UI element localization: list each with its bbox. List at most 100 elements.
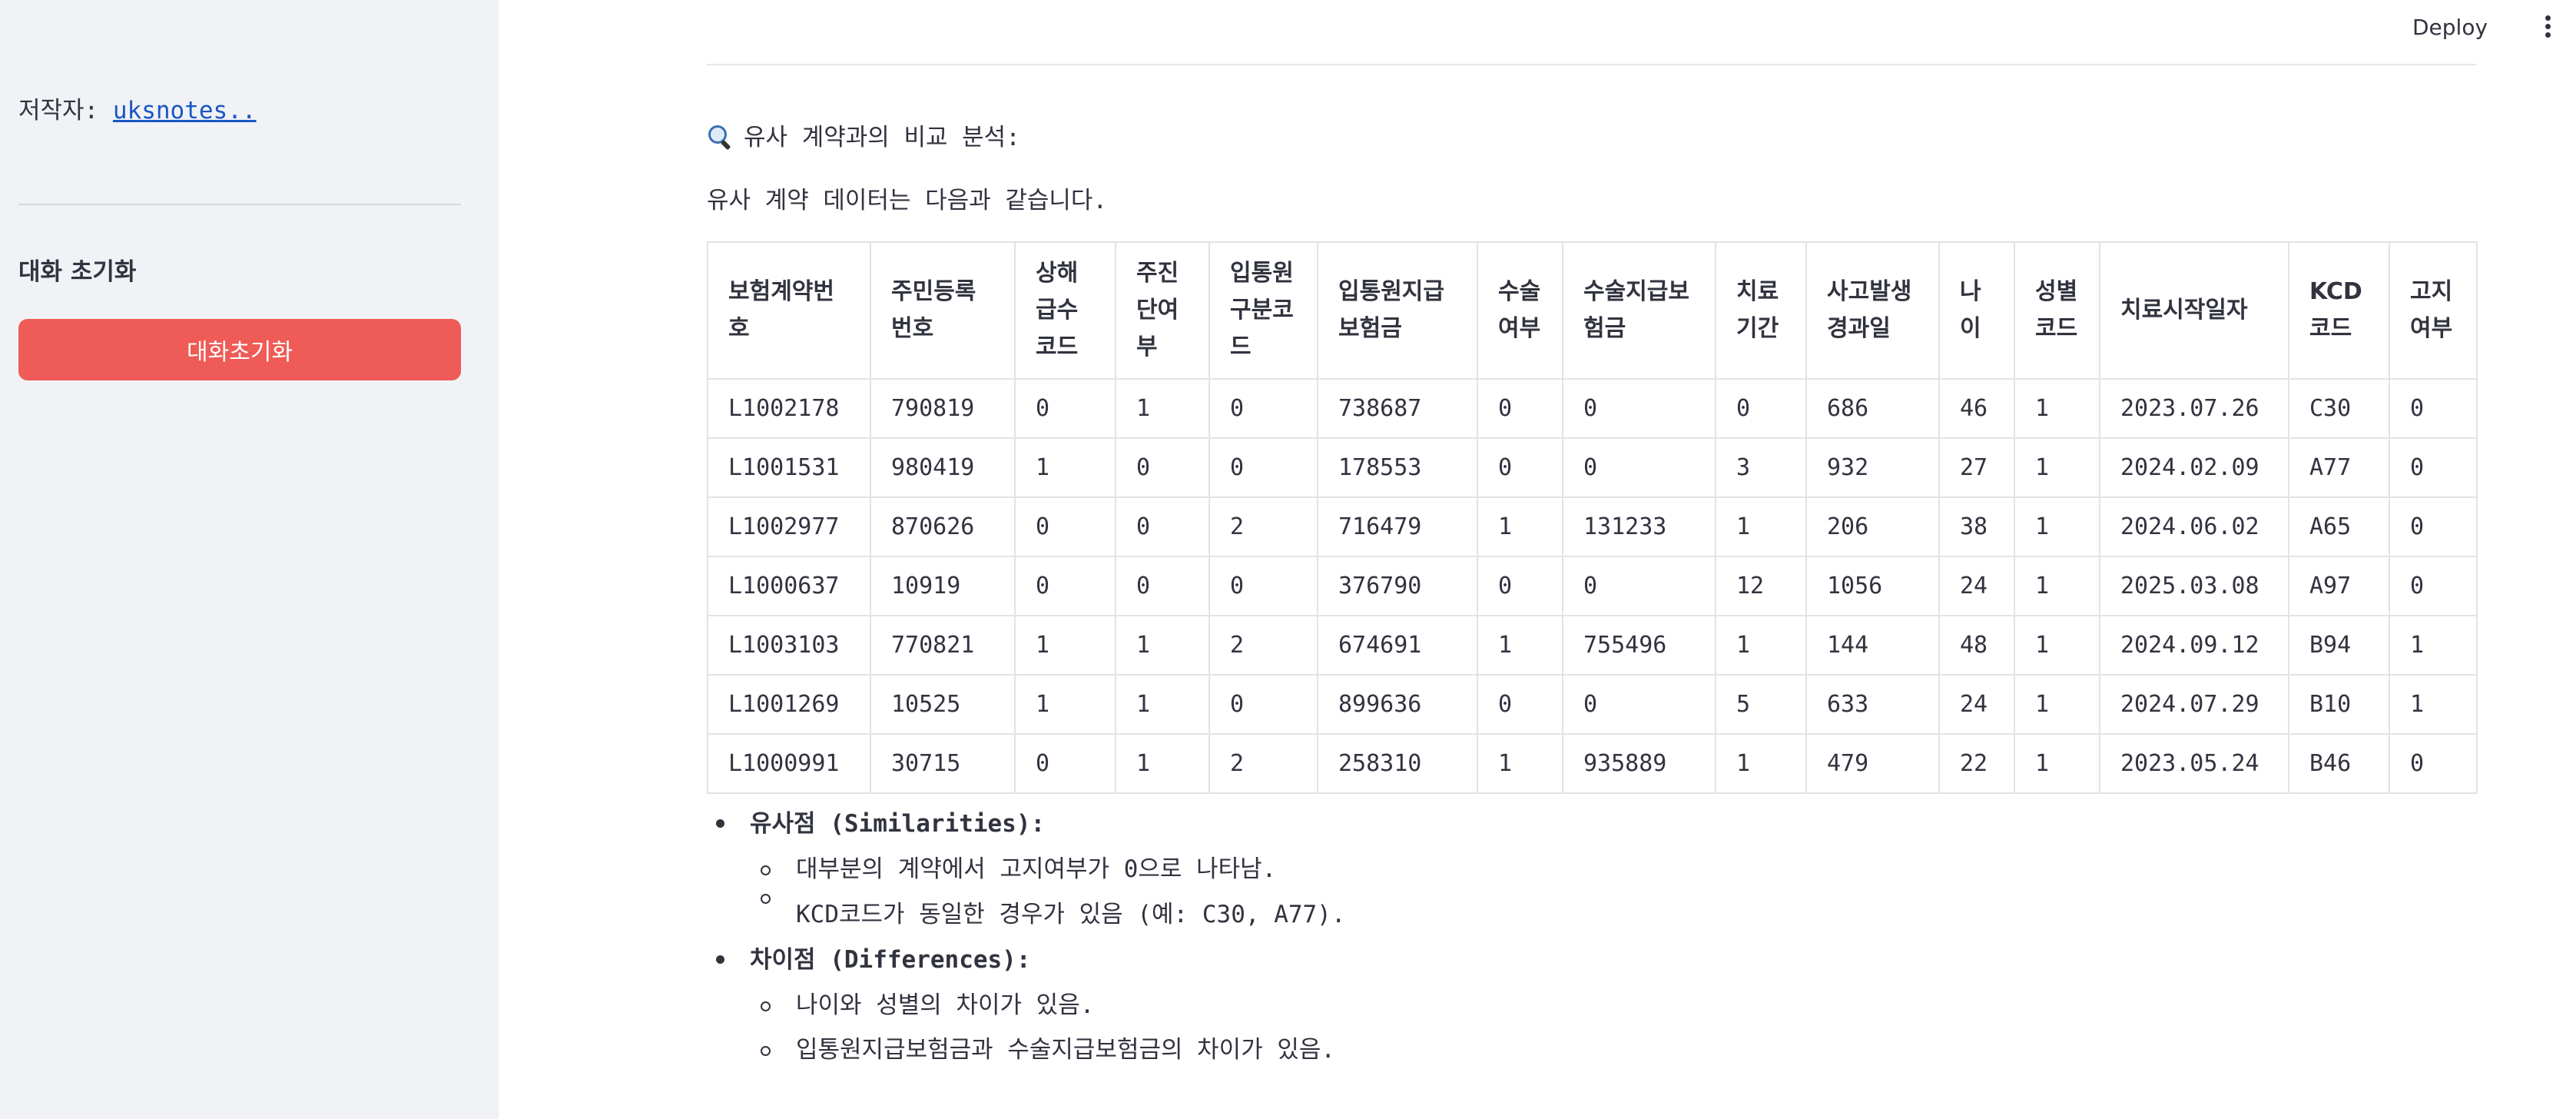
table-cell: 27 <box>1938 437 2015 498</box>
table-cell: 479 <box>1805 733 1940 794</box>
deploy-button[interactable]: Deploy <box>2412 15 2488 40</box>
similarities-heading: 유사점 (Similarities): <box>750 810 1046 838</box>
table-cell: 1 <box>1477 733 1563 794</box>
table-cell: 0 <box>1477 378 1563 439</box>
table-cell: B94 <box>2288 615 2390 676</box>
table-cell: 0 <box>2389 733 2478 794</box>
table-cell: L1003103 <box>707 615 871 676</box>
author-label: 저작자: <box>18 97 99 125</box>
column-header: 사고발생경과일 <box>1805 241 1940 380</box>
bullet-dot <box>716 819 724 828</box>
table-cell: 2023.07.26 <box>2099 378 2289 439</box>
kebab-menu-icon[interactable] <box>2543 15 2552 42</box>
sub-bullet-circle <box>761 1001 771 1011</box>
table-cell: 1 <box>2014 378 2100 439</box>
analysis-title: 유사 계약과의 비교 분석: <box>707 114 1020 161</box>
table-cell: 1 <box>1115 378 1210 439</box>
table-cell: 144 <box>1805 615 1940 676</box>
table-cell: 24 <box>1938 556 2015 616</box>
table-cell: 0 <box>1715 378 1807 439</box>
table-row: L1001269 10525 1 1 0 899636 0 0 5 633 24 1 2024.07.2… <box>707 674 2478 735</box>
table-cell: L1000991 <box>707 733 871 794</box>
table-cell: 0 <box>1014 556 1116 616</box>
table-cell: B46 <box>2288 733 2390 794</box>
table-cell: 30715 <box>870 733 1016 794</box>
author-link[interactable]: uksnotes.. <box>112 97 257 125</box>
table-cell: 0 <box>1115 556 1210 616</box>
table-cell: 1 <box>2014 556 2100 616</box>
table-cell: 0 <box>1477 437 1563 498</box>
table-cell: 0 <box>1014 733 1116 794</box>
table-cell: 0 <box>1477 674 1563 735</box>
list-item: 나이와 성별의 차이가 있음. <box>796 991 1095 1019</box>
table-row: L1000637 10919 0 0 0 376790 0 0 12 1056 24 1 2025.03… <box>707 556 2478 616</box>
similar-contracts-table: 보험계약번호 주민등록번호 상해급수코드 주진단여부 입통원구분코드 입통원지급… <box>707 241 2478 794</box>
column-header: 주진단여부 <box>1115 241 1210 380</box>
table-cell: L1000637 <box>707 556 871 616</box>
table-cell: 0 <box>1208 556 1318 616</box>
table-cell: 790819 <box>870 378 1016 439</box>
table-cell: 633 <box>1805 674 1940 735</box>
table-cell: 1 <box>1115 733 1210 794</box>
table-row: L1003103 770821 1 1 2 674691 1 755496 1 144 48 1 202… <box>707 615 2478 676</box>
analysis-title-text: 유사 계약과의 비교 분석: <box>744 124 1020 151</box>
table-cell: 2 <box>1208 733 1318 794</box>
table-cell: 1 <box>2389 615 2478 676</box>
column-header: 보험계약번호 <box>707 241 871 380</box>
table-header-row: 보험계약번호 주민등록번호 상해급수코드 주진단여부 입통원구분코드 입통원지급… <box>707 241 2478 380</box>
table-cell: 2024.07.29 <box>2099 674 2289 735</box>
table-cell: 770821 <box>870 615 1016 676</box>
table-cell: 1 <box>1477 496 1563 557</box>
table-cell: 0 <box>2389 556 2478 616</box>
table-cell: 0 <box>2389 437 2478 498</box>
author-line: 저작자: uksnotes.. <box>18 94 257 128</box>
content-divider <box>707 64 2476 65</box>
reset-chat-button[interactable]: 대화초기화 <box>18 319 461 380</box>
table-cell: 3 <box>1715 437 1807 498</box>
table-cell: 48 <box>1938 615 2015 676</box>
column-header: 나이 <box>1938 241 2015 380</box>
table-cell: 22 <box>1938 733 2015 794</box>
column-header: 치료시작일자 <box>2099 241 2289 380</box>
table-cell: 2 <box>1208 615 1318 676</box>
table-cell: C30 <box>2288 378 2390 439</box>
table-cell: 2024.06.02 <box>2099 496 2289 557</box>
table-cell: 1 <box>1115 615 1210 676</box>
table-cell: 24 <box>1938 674 2015 735</box>
table-cell: 1 <box>1014 674 1116 735</box>
table-cell: 870626 <box>870 496 1016 557</box>
table-cell: 0 <box>1115 496 1210 557</box>
table-row: L1000991 30715 0 1 2 258310 1 935889 1 479 22 1 2023… <box>707 733 2478 794</box>
column-header: 주민등록번호 <box>870 241 1016 380</box>
table-cell: 12 <box>1715 556 1807 616</box>
table-row: L1001531 980419 1 0 0 178553 0 0 3 932 27 1 2024.02.… <box>707 437 2478 498</box>
table-cell: 206 <box>1805 496 1940 557</box>
table-cell: 10919 <box>870 556 1016 616</box>
table-cell: 1 <box>1014 437 1116 498</box>
table-cell: 0 <box>2389 496 2478 557</box>
table-cell: 46 <box>1938 378 2015 439</box>
table-cell: 1 <box>1477 615 1563 676</box>
table-cell: 0 <box>1562 674 1716 735</box>
table-row: L1002178 790819 0 1 0 738687 0 0 0 686 46 1 2023.07.… <box>707 378 2478 439</box>
column-header: 고지여부 <box>2389 241 2478 380</box>
table-cell: 980419 <box>870 437 1016 498</box>
table-cell: 738687 <box>1317 378 1478 439</box>
table-cell: 1 <box>2014 496 2100 557</box>
table-cell: A77 <box>2288 437 2390 498</box>
sub-bullet-circle <box>761 865 771 875</box>
bullet-dot <box>716 955 724 964</box>
table-cell: 1 <box>2389 674 2478 735</box>
list-item: 대부분의 계약에서 고지여부가 0으로 나타남. <box>796 855 1277 883</box>
list-item: 입통원지급보험금과 수술지급보험금의 차이가 있음. <box>796 1036 1336 1064</box>
table-cell: 1 <box>2014 437 2100 498</box>
table-cell: 131233 <box>1562 496 1716 557</box>
table-cell: 258310 <box>1317 733 1478 794</box>
table-cell: A65 <box>2288 496 2390 557</box>
table-cell: 178553 <box>1317 437 1478 498</box>
table-cell: 0 <box>1208 674 1318 735</box>
table-cell: 2024.09.12 <box>2099 615 2289 676</box>
table-cell: 0 <box>1562 437 1716 498</box>
table-cell: 0 <box>2389 378 2478 439</box>
column-header: 치료기간 <box>1715 241 1807 380</box>
